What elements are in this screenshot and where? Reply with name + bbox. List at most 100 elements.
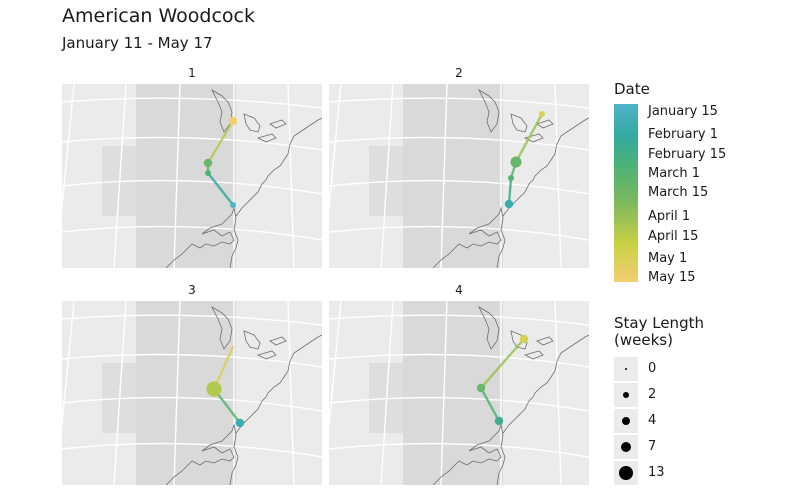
graticule-line <box>287 84 295 268</box>
date-label-may1: May 1 <box>648 251 688 266</box>
stopover-point <box>476 383 486 393</box>
graticule-line <box>329 84 342 214</box>
migration-segment <box>514 112 544 164</box>
size-dot-7 <box>621 442 631 452</box>
map-svg-2 <box>329 84 589 268</box>
graticule-line <box>440 84 448 268</box>
study-region <box>136 84 236 268</box>
migration-segment <box>212 345 235 391</box>
date-legend-title: Date <box>614 80 650 98</box>
stopover-point <box>203 158 213 168</box>
stopover-point <box>519 334 529 344</box>
graticule-line <box>380 301 394 485</box>
stopover-point <box>539 111 545 117</box>
map-panel-1 <box>62 84 322 268</box>
graticule-line <box>173 301 181 485</box>
date-label-feb1: February 1 <box>648 127 719 142</box>
stopover-point <box>228 116 238 126</box>
coastline <box>432 117 589 268</box>
study-region <box>136 301 236 485</box>
size-dot-0 <box>625 368 627 370</box>
stopover-point <box>508 175 514 181</box>
size-dot-2 <box>623 392 629 398</box>
graticule-line <box>113 301 127 485</box>
stopover-point <box>206 381 222 397</box>
graticule-line <box>329 136 589 151</box>
graticule-line <box>62 396 322 412</box>
graticule-line <box>554 84 562 268</box>
map-panel-2 <box>329 84 589 268</box>
migration-segment <box>206 119 235 165</box>
map-panel-3 <box>62 301 322 485</box>
facet-label-2: 2 <box>455 66 463 80</box>
graticule-line <box>329 353 589 368</box>
map-svg-1 <box>62 84 322 268</box>
map-svg-3 <box>62 301 322 485</box>
chart-subtitle: January 11 - May 17 <box>62 34 213 52</box>
graticule-line <box>380 84 394 268</box>
stopover-point <box>494 416 504 426</box>
map-svg-4 <box>329 301 589 485</box>
date-label-apr15: April 15 <box>648 229 699 244</box>
graticule-line <box>554 301 562 485</box>
graticule-line <box>287 301 295 485</box>
facet-label-3: 3 <box>188 283 196 297</box>
graticule-line <box>62 442 322 458</box>
great-lakes <box>211 88 287 143</box>
migration-segment <box>479 386 501 423</box>
date-label-jan15: January 15 <box>648 104 718 119</box>
date-label-may15: May 15 <box>648 270 696 285</box>
stopover-point <box>230 202 236 208</box>
size-label-13: 13 <box>648 465 665 480</box>
graticule-line <box>62 353 322 368</box>
date-label-apr1: April 1 <box>648 209 691 224</box>
graticule-line <box>329 301 342 431</box>
facet-label-1: 1 <box>188 66 196 80</box>
stopover-point <box>510 156 522 168</box>
size-key-7 <box>614 435 638 459</box>
size-dot-13 <box>619 466 633 480</box>
graticule-line <box>329 442 589 458</box>
great-lakes <box>478 305 554 360</box>
size-label-7: 7 <box>648 439 657 454</box>
map-panel-4 <box>329 301 589 485</box>
coastline <box>165 334 322 485</box>
graticule-line <box>62 179 322 195</box>
stopover-point <box>235 418 245 428</box>
date-label-mar1: March 1 <box>648 166 701 181</box>
size-label-4: 4 <box>648 413 657 428</box>
chart-title: American Woodcock <box>62 5 255 27</box>
stopover-point <box>504 199 514 209</box>
size-key-2 <box>614 383 638 407</box>
migration-segment <box>206 171 235 207</box>
size-dot-4 <box>622 417 630 425</box>
migration-segment <box>507 176 513 206</box>
size-legend-title-line1: Stay Length <box>614 314 704 332</box>
size-key-0 <box>614 357 638 381</box>
graticule-line <box>329 396 589 412</box>
study-region <box>403 84 503 268</box>
facet-label-4: 4 <box>455 283 463 297</box>
coastline <box>432 334 589 485</box>
great-lakes <box>478 88 554 143</box>
size-legend-title-line2: (weeks) <box>614 331 673 349</box>
coastline <box>165 117 322 268</box>
graticule-line <box>62 301 75 431</box>
date-colorbar <box>614 104 638 282</box>
migration-segment <box>479 337 526 390</box>
great-lakes <box>211 305 287 360</box>
date-label-mar15: March 15 <box>648 185 709 200</box>
date-label-feb15: February 15 <box>648 147 727 162</box>
size-label-2: 2 <box>648 387 657 402</box>
size-label-0: 0 <box>648 361 657 376</box>
graticule-line <box>62 225 322 241</box>
stopover-point <box>205 170 211 176</box>
graticule-line <box>62 136 322 151</box>
size-key-13 <box>614 461 638 485</box>
stopover-point <box>232 346 234 348</box>
graticule-line <box>329 179 589 195</box>
graticule-line <box>113 84 127 268</box>
graticule-line <box>62 84 75 214</box>
graticule-line <box>173 84 181 268</box>
graticule-line <box>440 301 448 485</box>
